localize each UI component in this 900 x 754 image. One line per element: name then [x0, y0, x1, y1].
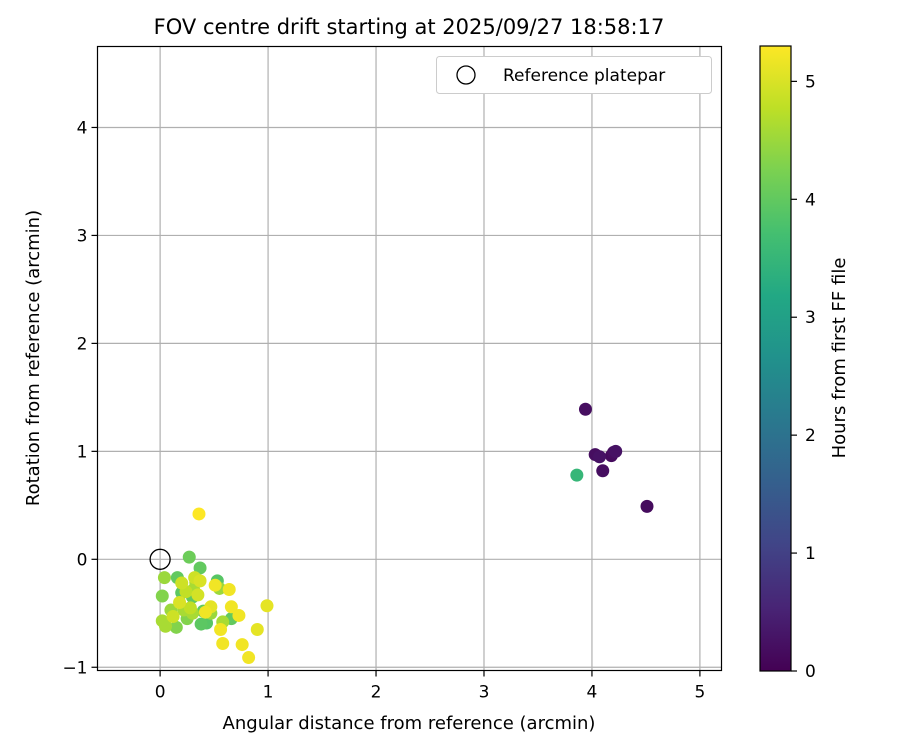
data-point	[208, 578, 222, 592]
x-tick-label: 4	[587, 683, 598, 703]
data-point	[640, 499, 654, 513]
y-axis-ticks: −1 0 1 2 3 4	[62, 118, 98, 678]
colorbar-gradient	[759, 45, 792, 672]
legend-box	[436, 56, 712, 94]
data-point	[191, 588, 205, 602]
x-tick-label: 2	[371, 683, 382, 703]
y-tick-label: 0	[77, 550, 88, 570]
data-point	[192, 507, 206, 521]
y-tick-label: 3	[77, 226, 88, 246]
colorbar-tick-label: 0	[805, 662, 816, 682]
y-tick-label: 1	[77, 442, 88, 462]
x-axis-label: Angular distance from reference (arcmin)	[223, 713, 596, 734]
data-point	[596, 464, 610, 478]
x-tick-label: 1	[263, 683, 274, 703]
colorbar-tick-label: 5	[805, 72, 816, 92]
data-point	[169, 620, 183, 634]
x-tick-label: 0	[155, 683, 166, 703]
data-point	[183, 601, 197, 615]
data-point	[214, 622, 228, 636]
data-point	[593, 450, 607, 464]
colorbar-tick-label: 3	[805, 308, 816, 328]
data-point	[224, 600, 238, 614]
colorbar: 0 1 2 3 4 5 Hours from first FF file	[759, 45, 850, 682]
grid-lines	[97, 46, 722, 671]
data-point	[260, 599, 274, 613]
data-point	[570, 468, 584, 482]
y-tick-label: −1	[62, 658, 87, 678]
colorbar-ticks: 0 1 2 3 4 5	[791, 72, 816, 682]
data-point	[242, 651, 256, 665]
x-tick-label: 3	[479, 683, 490, 703]
plot-frame	[96, 45, 723, 672]
data-points	[155, 402, 654, 665]
data-point	[609, 444, 623, 458]
data-point	[157, 571, 171, 585]
x-tick-label: 5	[694, 683, 705, 703]
chart-title: FOV centre drift starting at 2025/09/27 …	[154, 15, 665, 39]
data-point	[235, 638, 249, 652]
data-point	[250, 622, 264, 636]
data-point	[155, 614, 169, 628]
data-point	[222, 583, 236, 597]
colorbar-tick-label: 4	[805, 190, 816, 210]
y-axis-label: Rotation from reference (arcmin)	[23, 210, 44, 506]
legend-entry-reference: Reference platepar	[503, 66, 665, 86]
data-point	[155, 589, 169, 603]
data-point	[173, 595, 187, 609]
data-point	[194, 617, 208, 631]
x-axis-ticks: 0 1 2 3 4 5	[155, 670, 705, 703]
data-point	[193, 574, 207, 588]
data-point	[198, 605, 212, 619]
y-tick-label: 2	[77, 334, 88, 354]
data-point	[193, 561, 207, 575]
colorbar-label: Hours from first FF file	[829, 258, 850, 459]
data-point	[216, 637, 230, 651]
data-point	[182, 550, 196, 564]
colorbar-tick-label: 2	[805, 426, 816, 446]
legend: Reference platepar	[436, 56, 712, 94]
data-point	[578, 402, 592, 416]
data-point	[232, 608, 246, 622]
reference-platepar-marker	[149, 548, 171, 570]
data-point	[166, 610, 180, 624]
data-point	[175, 576, 189, 590]
colorbar-tick-label: 1	[805, 544, 816, 564]
legend-reference-marker	[456, 65, 476, 85]
y-tick-label: 4	[77, 118, 88, 138]
